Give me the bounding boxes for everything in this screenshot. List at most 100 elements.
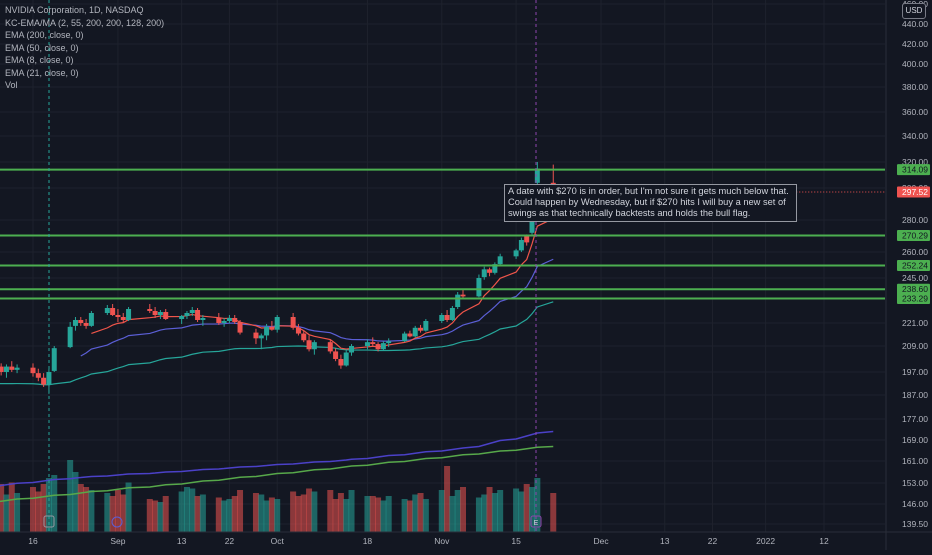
volume-bar	[83, 487, 90, 532]
price-axis-tick-label: 139.50	[902, 519, 928, 529]
candle-body	[375, 344, 381, 350]
volume-bar	[125, 482, 132, 532]
volume-bar	[518, 491, 525, 532]
price-axis-tick-label: 280.00	[902, 215, 928, 225]
volume-bar	[104, 493, 111, 532]
time-axis-tick-label: 13	[660, 536, 670, 546]
candle-body	[370, 342, 376, 345]
candle-body	[364, 342, 370, 346]
earnings-marker-letter: E	[534, 520, 539, 527]
time-axis-tick-label: 15	[511, 536, 521, 546]
price-axis-tick-label: 420.00	[902, 39, 928, 49]
volume-bar	[183, 487, 190, 532]
volume-bar	[534, 478, 541, 532]
candle-body	[295, 327, 301, 334]
volume-bar	[380, 500, 387, 532]
volume-bar	[221, 500, 228, 532]
currency-button[interactable]: USD	[902, 3, 926, 19]
volume-bar	[401, 499, 408, 532]
price-axis-tick-label: 245.00	[902, 273, 928, 283]
candle-body	[338, 359, 344, 366]
candle-body	[460, 294, 466, 297]
ema-50-line	[0, 301, 554, 386]
volume-bar	[8, 482, 15, 532]
price-axis-tick-label: 209.00	[902, 341, 928, 351]
volume-bar	[438, 490, 445, 532]
candle-body	[30, 367, 36, 374]
ema-21-line	[80, 258, 554, 357]
volume-bar	[226, 499, 233, 532]
candle-body	[423, 321, 429, 331]
candle-body	[513, 250, 519, 257]
time-axis-tick-label: 22	[708, 536, 718, 546]
volume-bar	[30, 487, 36, 532]
legend-indicator-kc-ema-ma[interactable]: KC-EMA/MA (2, 55, 200, 200, 128, 200)	[5, 17, 165, 28]
volume-bar	[454, 490, 461, 532]
volume-bar	[215, 497, 222, 532]
volume-bar	[189, 488, 196, 532]
volume-bar	[513, 488, 520, 532]
volume-bar	[529, 487, 536, 532]
volume-bar	[491, 493, 498, 532]
legend-indicator-ema-8[interactable]: EMA (8, close, 0)	[5, 55, 74, 65]
volume-ma-blue-line	[0, 430, 554, 487]
time-axis-tick-label: 2022	[756, 536, 775, 546]
volume-bar	[449, 496, 456, 532]
candle-body	[3, 366, 9, 372]
candle-body	[439, 315, 445, 321]
volume-bar	[72, 472, 79, 532]
level-price-tag	[897, 283, 930, 295]
volume-bar	[550, 493, 557, 532]
candle-body	[349, 346, 355, 353]
level-price-tag	[897, 230, 930, 242]
candle-body	[51, 348, 57, 371]
legend-indicator-volume[interactable]: Vol	[5, 80, 18, 90]
time-axis-tick-label: Sep	[110, 536, 125, 546]
volume-bar	[385, 496, 392, 532]
volume-bar	[460, 487, 467, 532]
volume-bar	[364, 496, 371, 532]
volume-bar	[412, 494, 419, 532]
volume-bar	[486, 487, 493, 532]
price-axis-tick-label: 169.00	[902, 435, 928, 445]
chart-note-annotation[interactable]: A date with $270 is in order, but I'm no…	[504, 184, 797, 222]
candle-body	[274, 317, 280, 330]
candle-body	[258, 335, 264, 339]
candle-body	[380, 343, 386, 350]
price-axis-tick-label: 153.00	[902, 478, 928, 488]
candle-body	[83, 323, 89, 326]
volume-bar	[481, 494, 488, 532]
level-price-tag-label: 238.60	[902, 284, 928, 294]
volume-ma-green-line	[0, 445, 554, 503]
candle-body	[311, 342, 317, 350]
legend-indicator-ema-21[interactable]: EMA (21, close, 0)	[5, 67, 79, 78]
volume-bar	[348, 490, 355, 532]
price-axis-tick-label: 380.00	[902, 82, 928, 92]
candle-body	[216, 318, 222, 323]
legend-indicator-ema-50[interactable]: EMA (50, close, 0)	[5, 42, 79, 53]
candle-body	[147, 309, 153, 311]
candle-body	[524, 236, 530, 243]
level-price-tag	[897, 259, 930, 271]
price-axis-tick-label: 146.00	[902, 499, 928, 509]
price-axis-tick-label: 340.00	[902, 131, 928, 141]
volume-bar	[252, 493, 259, 532]
last-price-tag-label: 297.52	[902, 187, 928, 197]
candle-body	[157, 312, 163, 315]
candle-body	[481, 269, 487, 278]
chart-legend: NVIDIA Corporation, 1D, NASDAQ KC-EMA/MA…	[5, 4, 164, 92]
volume-bar	[268, 497, 275, 532]
candle-body	[14, 367, 20, 370]
volume-bar	[51, 475, 58, 532]
legend-indicator-ema-200[interactable]: EMA (200, close, 0)	[5, 30, 84, 40]
volume-bar	[422, 499, 429, 532]
candle-body	[418, 327, 424, 331]
candle-body	[126, 309, 132, 320]
volume-bar	[263, 500, 270, 532]
volume-bar	[109, 496, 116, 532]
candle-body	[9, 366, 15, 370]
candle-body	[0, 366, 4, 372]
candle-body	[110, 308, 116, 315]
